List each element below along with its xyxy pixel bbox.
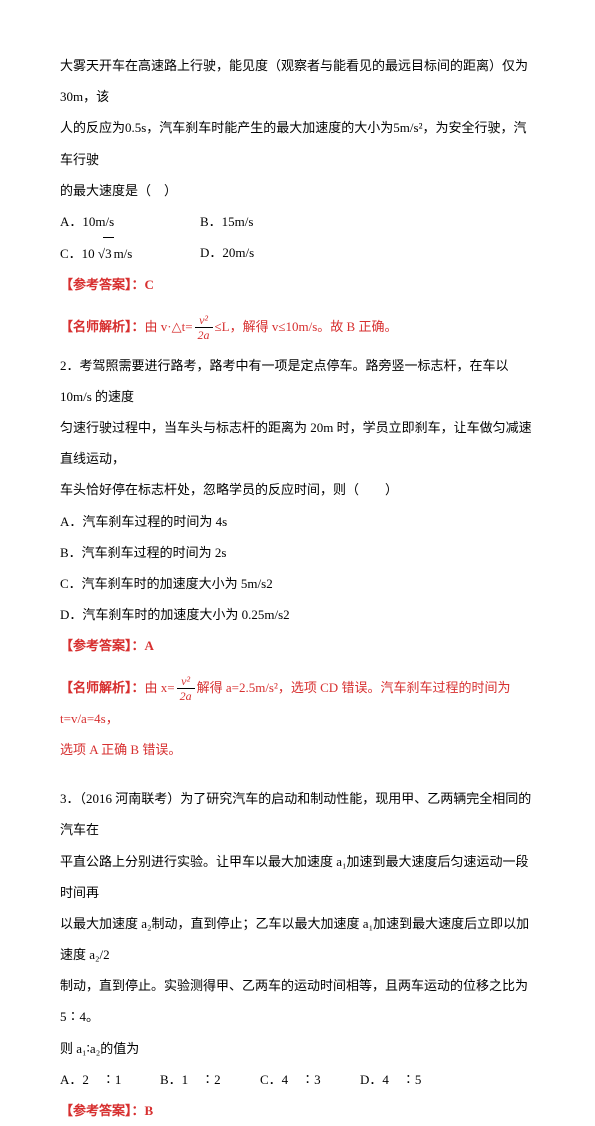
question-2: 2．考驾照需要进行路考，路考中有一项是定点停车。路旁竖一标志杆，在车以 10m/… (60, 350, 535, 765)
q1-frac-num: v² (195, 314, 213, 328)
q2-analysis-line2: 选项 A 正确 B 错误。 (60, 734, 535, 765)
q2-stem-line3: 车头恰好停在标志杆处，忽略学员的反应时间，则（ ） (60, 474, 535, 505)
question-3: 3．（2016 河南联考）为了研究汽车的启动和制动性能，现用甲、乙两辆完全相同的… (60, 783, 535, 1126)
q3-opt-a: A．2 ∶1 (60, 1064, 160, 1095)
question-1: 大雾天开车在高速路上行驶，能见度（观察者与能看见的最远目标间的距离）仅为30m，… (60, 50, 535, 342)
q3-answer: 【参考答案】：B (60, 1095, 535, 1126)
q2-opt-c: C．汽车刹车时的加速度大小为 5m/s2 (60, 568, 535, 599)
q1-opt-b: B．15m/s (200, 206, 253, 237)
q2-opt-b: B．汽车刹车过程的时间为 2s (60, 537, 535, 568)
q3-opt-d: D．4 ∶5 (360, 1064, 421, 1095)
q1-choices-row1: A．10m/s B．15m/s (60, 206, 535, 237)
q1-opt-c: C．10 √3m/s (60, 237, 200, 269)
q1-analysis-post: ≤L，解得 v≤10m/s。故 B 正确。 (215, 319, 398, 334)
sqrt-icon: 3 (103, 237, 114, 269)
q3-stem-line5: 则 a₁∶a₂的值为 (60, 1033, 535, 1064)
q2-frac-den: 2a (177, 689, 195, 702)
q1-analysis-label: 【名师解析】： (60, 319, 145, 334)
q3-stem-line3: 以最大加速度 a₂制动，直到停止；乙车以最大加速度 a₁加速到最大速度后立即以加… (60, 908, 535, 970)
q2-analysis-pre: 由 x= (145, 680, 175, 695)
q2-opt-a: A．汽车刹车过程的时间为 4s (60, 506, 535, 537)
q1-analysis-pre: 由 v·△t= (145, 319, 193, 334)
q3-stem-line2: 平直公路上分别进行实验。让甲车以最大加速度 a₁加速到最大速度后匀速运动一段时间… (60, 846, 535, 908)
q2-opt-d: D．汽车刹车时的加速度大小为 0.25m/s2 (60, 599, 535, 630)
q3-stem-line4: 制动，直到停止。实验测得甲、乙两车的运动时间相等，且两车运动的位移之比为 5∶4… (60, 970, 535, 1032)
q1-stem-line2: 人的反应为0.5s，汽车刹车时能产生的最大加速度的大小为5m/s²，为安全行驶，… (60, 112, 535, 174)
q1-optc-post: m/s (114, 246, 133, 261)
q3-stem-line1: 3．（2016 河南联考）为了研究汽车的启动和制动性能，现用甲、乙两辆完全相同的… (60, 783, 535, 845)
q1-analysis: 【名师解析】：由 v·△t=v²2a≤L，解得 v≤10m/s。故 B 正确。 (60, 311, 535, 342)
q2-frac-num: v² (177, 675, 195, 689)
q1-choices-row2: C．10 √3m/s D．20m/s (60, 237, 535, 269)
q1-answer: 【参考答案】：C (60, 269, 535, 300)
q3-choices: A．2 ∶1 B．1 ∶2 C．4 ∶3 D．4 ∶5 (60, 1064, 535, 1095)
q1-opt-a: A．10m/s (60, 206, 200, 237)
fraction-icon: v²2a (195, 314, 213, 341)
q1-frac-den: 2a (195, 328, 213, 341)
q2-answer: 【参考答案】：A (60, 630, 535, 661)
q2-analysis-label: 【名师解析】： (60, 680, 145, 695)
q3-opt-b: B．1 ∶2 (160, 1064, 260, 1095)
q2-stem-line2: 匀速行驶过程中，当车头与标志杆的距离为 20m 时，学员立即刹车，让车做匀减速直… (60, 412, 535, 474)
q2-stem-line1: 2．考驾照需要进行路考，路考中有一项是定点停车。路旁竖一标志杆，在车以 10m/… (60, 350, 535, 412)
q1-stem-line3: 的最大速度是（ ） (60, 175, 535, 206)
q2-analysis-line1: 【名师解析】：由 x=v²2a解得 a=2.5m/s²，选项 CD 错误。汽车刹… (60, 672, 535, 734)
q1-optc-pre: C．10 (60, 246, 95, 261)
q1-opt-d: D．20m/s (200, 237, 254, 269)
q1-stem-line1: 大雾天开车在高速路上行驶，能见度（观察者与能看见的最远目标间的距离）仅为30m，… (60, 50, 535, 112)
fraction-icon: v²2a (177, 675, 195, 702)
q3-opt-c: C．4 ∶3 (260, 1064, 360, 1095)
